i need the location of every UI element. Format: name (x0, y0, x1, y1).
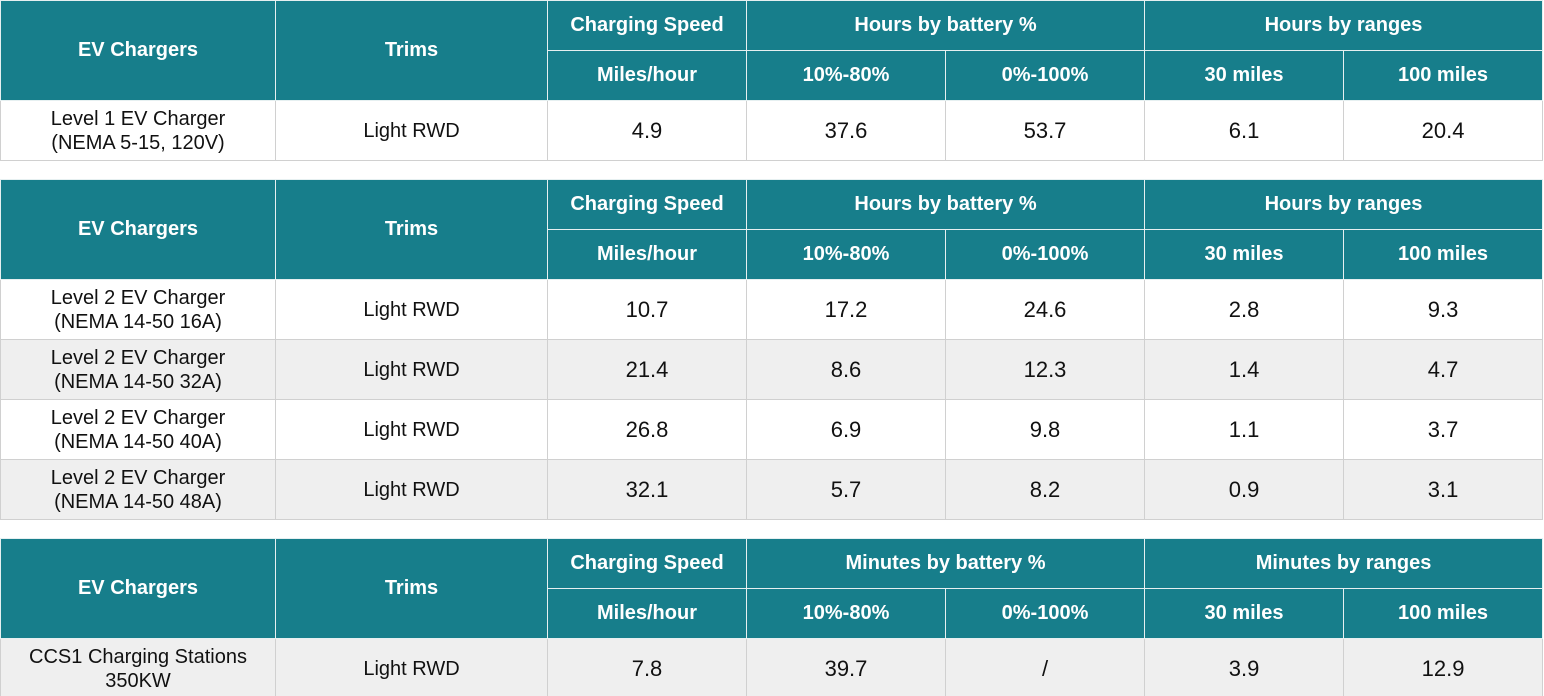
group-header: Minutes by ranges (1144, 538, 1544, 589)
value-cell: 32.1 (547, 459, 747, 520)
header-row: Miles/hour 10%-80% 0%-100% 30 miles 100 mile… (1, 229, 1544, 280)
value-cell: 9.3 (1343, 279, 1544, 340)
sub-header: 0%-100% (944, 50, 1146, 101)
group-header: Trims (275, 538, 548, 639)
value-cell: 6.9 (746, 399, 946, 460)
value-cell: 24.6 (944, 279, 1146, 340)
sub-header: 0%-100% (944, 588, 1146, 639)
value-cell: 26.8 (547, 399, 747, 460)
trim: Light RWD (275, 100, 548, 161)
sub-header: 30 miles (1144, 50, 1345, 101)
table-header: EV Chargers Trims Charging Speed Hours by b… (0, 179, 1544, 280)
header-row: EV Chargers Trims Charging Speed Minutes by… (0, 538, 1544, 639)
table-row: Level 2 EV Charger (NEMA 14-50 32A) Light… (0, 339, 1544, 400)
table-row: Level 2 EV Charger (NEMA 14-50 48A) Light… (0, 459, 1544, 520)
data-table: EV Chargers Trims Charging Speed Hours by b… (0, 179, 1544, 520)
data-table: EV Chargers Trims Charging Speed Hours by b… (0, 0, 1544, 161)
charger-name: Level 1 EV Charger (NEMA 5-15, 120V) (0, 100, 276, 161)
header-row: Miles/hour 10%-80% 0%-100% 30 miles 100 mile… (1, 588, 1544, 639)
group-header: Minutes by battery % (745, 538, 1146, 589)
group-header: Hours by battery % (745, 0, 1146, 51)
data-table: EV Chargers Trims Charging Speed Minutes by… (0, 538, 1544, 696)
header-row: Miles/hour 10%-80% 0%-100% 30 miles 100 mile… (1, 50, 1544, 101)
sub-header: 100 miles (1343, 50, 1544, 101)
value-cell: 6.1 (1144, 100, 1345, 161)
value-cell: 3.7 (1343, 399, 1544, 460)
value-cell: 21.4 (547, 339, 747, 400)
trim: Light RWD (275, 638, 548, 696)
sub-header: Miles/hour (547, 229, 747, 280)
group-header: EV Chargers (0, 0, 276, 101)
value-cell: 39.7 (746, 638, 946, 696)
charger-name: Level 2 EV Charger (NEMA 14-50 40A) (0, 399, 276, 460)
value-cell: 4.7 (1343, 339, 1544, 400)
trim: Light RWD (275, 399, 548, 460)
sub-header: 10%-80% (746, 588, 946, 639)
sub-header: 100 miles (1343, 229, 1544, 280)
trim: Light RWD (275, 339, 548, 400)
value-cell: 0.9 (1144, 459, 1345, 520)
group-header: EV Chargers (0, 538, 276, 639)
group-header: Hours by battery % (745, 179, 1146, 230)
value-cell: / (944, 638, 1146, 696)
value-cell: 1.4 (1144, 339, 1345, 400)
value-cell: 3.1 (1343, 459, 1544, 520)
table-body: Level 1 EV Charger (NEMA 5-15, 120V) Ligh… (0, 100, 1544, 161)
table-header: EV Chargers Trims Charging Speed Hours by b… (0, 0, 1544, 101)
sub-header: Miles/hour (547, 588, 747, 639)
table-body: CCS1 Charging Stations 350KW Light RWD 7.8… (0, 638, 1544, 696)
value-cell: 12.9 (1343, 638, 1544, 696)
table-row: Level 2 EV Charger (NEMA 14-50 40A) Light… (0, 399, 1544, 460)
group-header: Charging Speed (547, 0, 747, 51)
value-cell: 12.3 (944, 339, 1146, 400)
value-cell: 8.6 (746, 339, 946, 400)
table-row: Level 1 EV Charger (NEMA 5-15, 120V) Ligh… (0, 100, 1544, 161)
value-cell: 5.7 (746, 459, 946, 520)
value-cell: 7.8 (547, 638, 747, 696)
group-header: Trims (275, 179, 548, 280)
sub-header: 10%-80% (746, 50, 946, 101)
sub-header: 10%-80% (746, 229, 946, 280)
value-cell: 37.6 (746, 100, 946, 161)
value-cell: 9.8 (944, 399, 1146, 460)
value-cell: 1.1 (1144, 399, 1345, 460)
charger-name: CCS1 Charging Stations 350KW (0, 638, 276, 696)
charger-name: Level 2 EV Charger (NEMA 14-50 32A) (0, 339, 276, 400)
value-cell: 53.7 (944, 100, 1146, 161)
group-header: Charging Speed (547, 538, 747, 589)
header-row: EV Chargers Trims Charging Speed Hours by b… (0, 0, 1544, 101)
sub-header: 100 miles (1343, 588, 1544, 639)
trim: Light RWD (275, 279, 548, 340)
value-cell: 4.9 (547, 100, 747, 161)
table-header: EV Chargers Trims Charging Speed Minutes by… (0, 538, 1544, 639)
table-row: CCS1 Charging Stations 350KW Light RWD 7.8… (0, 638, 1544, 696)
sub-header: Miles/hour (547, 50, 747, 101)
trim: Light RWD (275, 459, 548, 520)
charger-name: Level 2 EV Charger (NEMA 14-50 16A) (0, 279, 276, 340)
group-header: Hours by ranges (1144, 0, 1544, 51)
value-cell: 10.7 (547, 279, 747, 340)
value-cell: 3.9 (1144, 638, 1345, 696)
table-row: Level 2 EV Charger (NEMA 14-50 16A) Light… (0, 279, 1544, 340)
sub-header: 30 miles (1144, 588, 1345, 639)
value-cell: 2.8 (1144, 279, 1345, 340)
table-body: Level 2 EV Charger (NEMA 14-50 16A) Light… (0, 279, 1544, 520)
header-row: EV Chargers Trims Charging Speed Hours by b… (0, 179, 1544, 280)
group-header: Trims (275, 0, 548, 101)
value-cell: 20.4 (1343, 100, 1544, 161)
group-header: Hours by ranges (1144, 179, 1544, 230)
value-cell: 8.2 (944, 459, 1146, 520)
group-header: EV Chargers (0, 179, 276, 280)
group-header: Charging Speed (547, 179, 747, 230)
sub-header: 30 miles (1144, 229, 1345, 280)
charger-name: Level 2 EV Charger (NEMA 14-50 48A) (0, 459, 276, 520)
sub-header: 0%-100% (944, 229, 1146, 280)
value-cell: 17.2 (746, 279, 946, 340)
